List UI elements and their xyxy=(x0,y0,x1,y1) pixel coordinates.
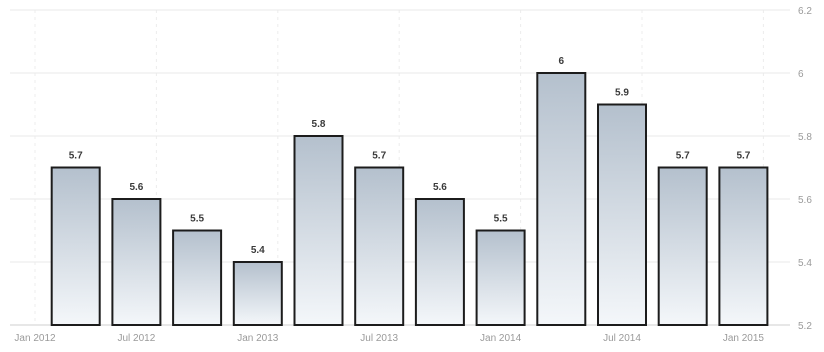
bar-value-label: 5.8 xyxy=(312,119,326,130)
bars xyxy=(50,72,769,326)
bar-value-label: 5.9 xyxy=(615,88,629,99)
y-tick-label: 5.4 xyxy=(798,258,812,269)
x-tick-label: Jul 2014 xyxy=(603,333,641,344)
bar[interactable] xyxy=(718,166,769,326)
x-tick-label: Jul 2012 xyxy=(117,333,155,344)
x-tick-label: Jan 2013 xyxy=(237,333,279,344)
value-labels: 5.7 5.6 5.5 5.4 5.8 5.7 5.6 5.5 6 5.9 5.7 5.7 xyxy=(69,56,751,256)
bar-value-label: 5.4 xyxy=(251,245,265,256)
x-tick-label: Jan 2015 xyxy=(723,333,765,344)
x-tick-label: Jul 2013 xyxy=(360,333,398,344)
bar[interactable] xyxy=(293,135,344,326)
bar-value-label: 5.6 xyxy=(129,182,143,193)
bar[interactable] xyxy=(111,198,162,326)
y-tick-label: 5.6 xyxy=(798,195,812,206)
bar-value-label: 5.7 xyxy=(676,151,690,162)
bar-value-label: 5.6 xyxy=(433,182,447,193)
bar-value-label: 6 xyxy=(559,56,565,67)
bar[interactable] xyxy=(597,103,647,326)
y-tick-label: 5.8 xyxy=(798,132,812,143)
bar[interactable] xyxy=(657,166,708,326)
bar[interactable] xyxy=(475,229,526,326)
bar-value-label: 5.7 xyxy=(736,151,750,162)
x-axis: Jan 2012 Jul 2012 Jan 2013 Jul 2013 Jan 2014… xyxy=(14,333,764,344)
bar[interactable] xyxy=(414,198,465,326)
bar[interactable] xyxy=(232,261,283,326)
bar-value-label: 5.5 xyxy=(494,214,508,225)
y-axis: 5.2 5.4 5.6 5.8 6 6.2 xyxy=(798,6,812,332)
bar[interactable] xyxy=(50,166,101,326)
bar-value-label: 5.5 xyxy=(190,214,204,225)
bar[interactable] xyxy=(354,166,405,326)
y-tick-label: 6.2 xyxy=(798,6,812,17)
x-tick-label: Jan 2012 xyxy=(14,333,56,344)
bar[interactable] xyxy=(172,229,223,326)
bar-value-label: 5.7 xyxy=(69,151,83,162)
y-tick-label: 6 xyxy=(798,69,804,80)
y-tick-label: 5.2 xyxy=(798,321,812,332)
x-tick-label: Jan 2014 xyxy=(480,333,522,344)
bar-value-label: 5.7 xyxy=(372,151,386,162)
bar[interactable] xyxy=(536,72,587,326)
